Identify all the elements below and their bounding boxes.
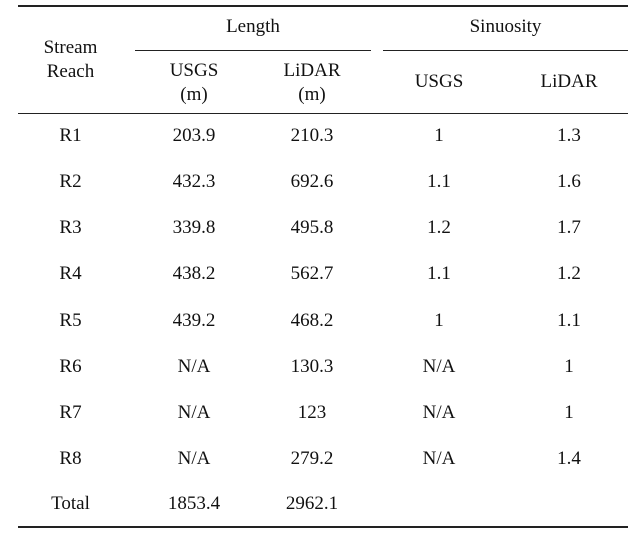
cell-reach: R4 (59, 263, 82, 284)
header-length-lidar-line2: (m) (298, 84, 326, 105)
cell-sinuosity-lidar: 1.1 (557, 310, 581, 331)
cell-reach: R6 (59, 356, 82, 377)
header-length-usgs-line1: USGS (169, 60, 219, 81)
header-sinuosity: Sinuosity (469, 16, 542, 37)
cell-length-lidar: 130.3 (290, 356, 334, 377)
cell-reach: R3 (59, 217, 82, 238)
cell-sinuosity-lidar: 1 (564, 402, 574, 423)
header-length-usgs: USGS (m) (135, 59, 253, 107)
cell-length-usgs: 1853.4 (167, 493, 221, 514)
cell-length-lidar: 123 (297, 402, 327, 423)
cell-reach: R2 (59, 171, 82, 192)
cell-sinuosity-lidar: 1 (564, 356, 574, 377)
cell-sinuosity-usgs: 1 (434, 125, 444, 146)
header-bottom-rule (18, 113, 628, 114)
cell-sinuosity-lidar: 1.4 (557, 448, 581, 469)
top-rule (18, 5, 628, 7)
cell-length-lidar: 2962.1 (285, 493, 339, 514)
cell-reach: R5 (59, 310, 82, 331)
cell-sinuosity-lidar: 1.7 (557, 217, 581, 238)
sinuosity-group-rule (383, 50, 628, 51)
cell-length-usgs: N/A (177, 402, 211, 423)
cell-length-lidar: 495.8 (290, 217, 334, 238)
cell-reach: R8 (59, 448, 82, 469)
cell-reach: R7 (59, 402, 82, 423)
cell-reach: R1 (59, 125, 82, 146)
cell-sinuosity-usgs: N/A (422, 356, 456, 377)
header-stream-reach-line2: Reach (46, 61, 95, 82)
cell-length-lidar: 279.2 (290, 448, 334, 469)
header-length-lidar: LiDAR (m) (253, 59, 371, 107)
cell-sinuosity-lidar: 1.6 (557, 171, 581, 192)
cell-length-lidar: 692.6 (290, 171, 334, 192)
cell-sinuosity-lidar: 1.3 (557, 125, 581, 146)
header-sinuosity-usgs: USGS (414, 71, 464, 92)
cell-sinuosity-usgs: N/A (422, 402, 456, 423)
cell-length-lidar: 210.3 (290, 125, 334, 146)
cell-length-usgs: 438.2 (172, 263, 216, 284)
cell-sinuosity-lidar: 1.2 (557, 263, 581, 284)
cell-sinuosity-usgs: 1.2 (427, 217, 451, 238)
header-stream-reach: Stream Reach (18, 36, 123, 84)
cell-length-usgs: 439.2 (172, 310, 216, 331)
cell-sinuosity-usgs: 1 (434, 310, 444, 331)
cell-length-usgs: 203.9 (172, 125, 216, 146)
cell-length-lidar: 468.2 (290, 310, 334, 331)
cell-length-usgs: N/A (177, 448, 211, 469)
cell-length-usgs: N/A (177, 356, 211, 377)
cell-length-usgs: 432.3 (172, 171, 216, 192)
cell-sinuosity-usgs: 1.1 (427, 263, 451, 284)
header-length-usgs-line2: (m) (180, 84, 208, 105)
cell-reach: Total (51, 493, 90, 514)
header-sinuosity-lidar: LiDAR (540, 71, 598, 92)
cell-sinuosity-usgs: N/A (422, 448, 456, 469)
cell-length-usgs: 339.8 (172, 217, 216, 238)
header-length: Length (226, 16, 280, 37)
cell-sinuosity-usgs: 1.1 (427, 171, 451, 192)
length-group-rule (135, 50, 371, 51)
header-stream-reach-line1: Stream (43, 37, 98, 58)
cell-length-lidar: 562.7 (290, 263, 334, 284)
header-length-lidar-line1: LiDAR (283, 60, 341, 81)
bottom-rule (18, 526, 628, 528)
